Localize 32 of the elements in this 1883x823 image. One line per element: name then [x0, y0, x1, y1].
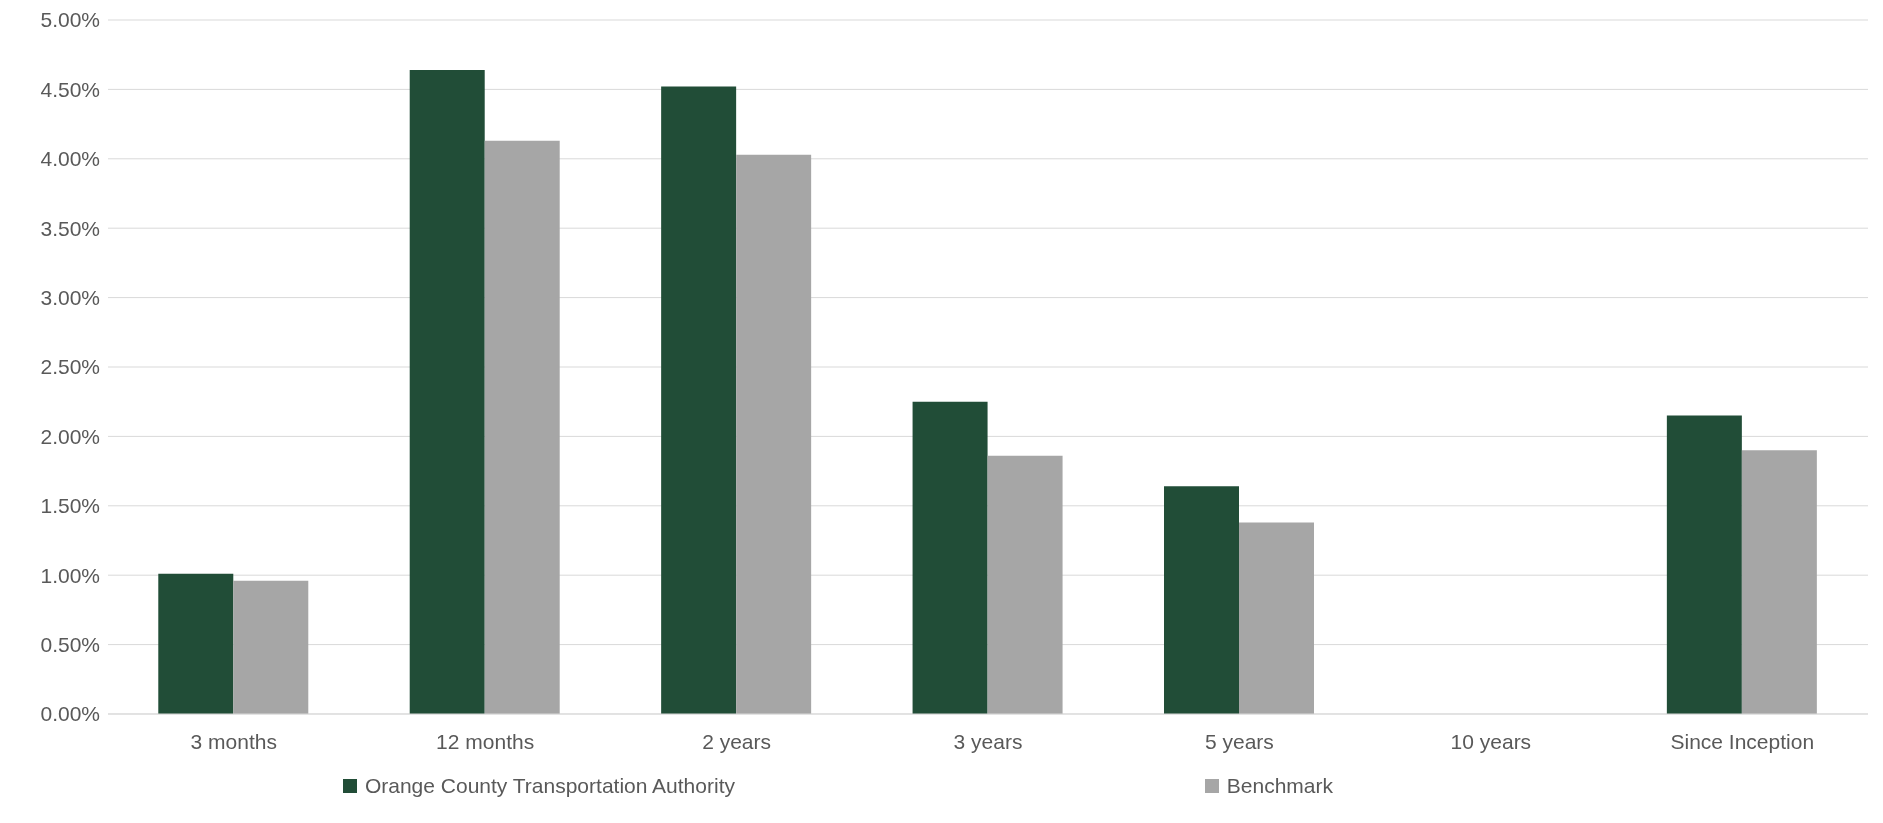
bar: [912, 401, 988, 714]
x-tick-label: 3 months: [190, 729, 277, 753]
x-tick-label: 2 years: [702, 729, 772, 753]
bar: [1666, 415, 1742, 714]
x-tick-label: 3 years: [953, 729, 1023, 753]
x-tick-label: 12 months: [436, 729, 535, 753]
y-tick-label: 3.50%: [40, 216, 100, 240]
y-tick-label: 2.50%: [40, 355, 100, 379]
y-tick-label: 4.00%: [40, 147, 100, 171]
x-tick-label: Since Inception: [1670, 729, 1815, 753]
y-tick-label: 0.00%: [40, 702, 100, 726]
bar: [736, 154, 812, 714]
bar: [484, 140, 560, 714]
legend-label: Benchmark: [1225, 774, 1334, 798]
y-tick-label: 5.00%: [40, 8, 100, 32]
bar: [233, 580, 309, 714]
x-tick-label: 5 years: [1204, 729, 1274, 753]
y-tick-label: 2.00%: [40, 424, 100, 448]
x-tick-label: 10 years: [1450, 729, 1532, 753]
y-tick-label: 1.00%: [40, 563, 100, 587]
y-tick-label: 4.50%: [40, 77, 100, 101]
bar: [158, 573, 234, 714]
y-tick-label: 0.50%: [40, 633, 100, 657]
bar: [1239, 522, 1314, 714]
bar: [1741, 450, 1817, 714]
bar: [409, 69, 485, 714]
y-tick-label: 1.50%: [40, 494, 100, 518]
bar: [661, 86, 737, 714]
legend-label: Orange County Transportation Authority: [363, 774, 735, 798]
bar: [987, 455, 1063, 714]
bar: [1164, 486, 1239, 714]
y-tick-label: 3.00%: [40, 286, 100, 310]
